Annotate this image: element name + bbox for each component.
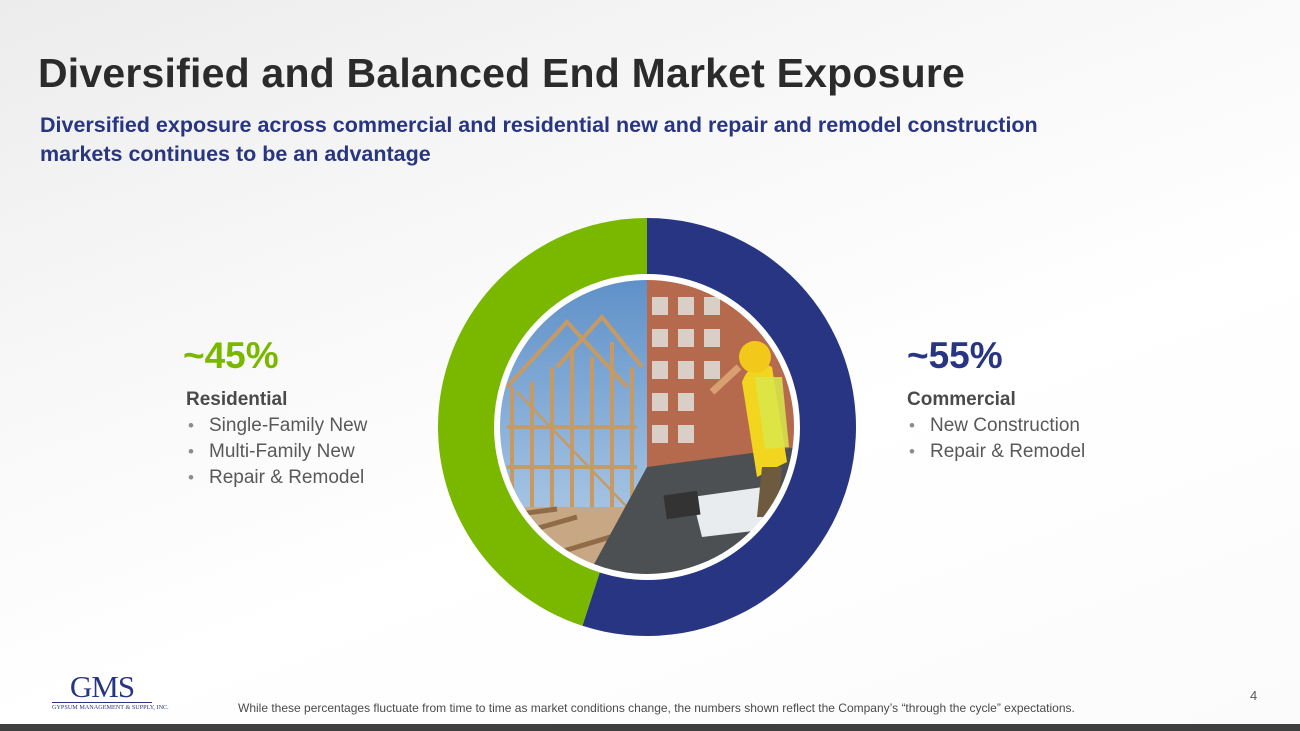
- logo-wordmark: GMS: [69, 669, 135, 704]
- residential-list: • Single-Family New • Multi-Family New • Re…: [186, 413, 367, 491]
- commercial-list: • New Construction • Repair & Remodel: [907, 413, 1085, 465]
- page-number: 4: [1250, 688, 1258, 703]
- commercial-arc: [582, 218, 857, 636]
- bottom-bar: [0, 724, 1300, 731]
- list-item-label: Multi-Family New: [209, 441, 355, 462]
- list-item: • New Construction: [907, 413, 1085, 439]
- footnote: While these percentages fluctuate from t…: [238, 701, 1075, 715]
- commercial-segment: Commercial • New Construction • Repair & R…: [907, 389, 1085, 465]
- market-exposure-donut: [438, 218, 857, 636]
- commercial-title: Commercial: [907, 389, 1016, 410]
- bullet-icon: •: [909, 442, 915, 461]
- logo-rule: [52, 702, 152, 703]
- bullet-icon: •: [909, 416, 915, 435]
- residential-percent: ~45%: [183, 335, 279, 376]
- bullet-icon: •: [188, 442, 194, 461]
- list-item-label: New Construction: [930, 415, 1080, 436]
- list-item-label: Repair & Remodel: [930, 441, 1086, 462]
- logo-subtext: GYPSUM MANAGEMENT & SUPPLY, INC.: [52, 704, 169, 711]
- list-item: • Single-Family New: [186, 413, 367, 439]
- residential-title: Residential: [186, 389, 288, 410]
- bullet-icon: •: [188, 416, 194, 435]
- bullet-icon: •: [188, 468, 194, 487]
- slide-subtitle: Diversified exposure across commercial a…: [40, 113, 1038, 166]
- slide-title: Diversified and Balanced End Market Expo…: [38, 50, 966, 96]
- residential-segment: Residential • Single-Family New • Multi-Fa…: [186, 389, 367, 491]
- list-item: • Multi-Family New: [186, 439, 367, 465]
- list-item: • Repair & Remodel: [907, 439, 1085, 465]
- gms-logo: GMS GYPSUM MANAGEMENT & SUPPLY, INC.: [52, 669, 169, 711]
- residential-arc: [438, 218, 647, 626]
- list-item: • Repair & Remodel: [186, 465, 367, 491]
- list-item-label: Repair & Remodel: [209, 467, 365, 488]
- list-item-label: Single-Family New: [209, 415, 368, 436]
- commercial-percent: ~55%: [907, 335, 1003, 376]
